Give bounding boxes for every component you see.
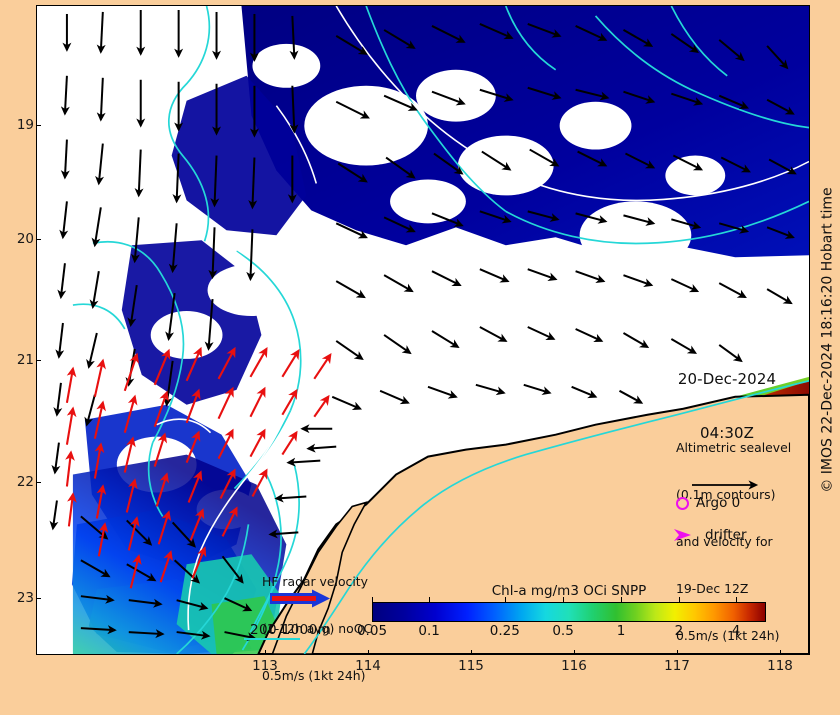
x-tick-label: 117 <box>664 658 690 674</box>
altimetric-legend: Altimetric sealevel (0.1m contours) and … <box>676 409 791 675</box>
y-tick-label: 23 <box>16 590 34 606</box>
x-tick-label: 116 <box>561 658 587 674</box>
colorbar-tick <box>736 597 738 602</box>
argo-circle-icon <box>676 496 689 510</box>
colorbar-title: Chl-a mg/m3 OCi SNPP <box>491 583 647 599</box>
y-tick <box>36 125 41 126</box>
colorbar-tick <box>429 597 431 602</box>
peninsula <box>271 501 368 654</box>
depth-contour-1000m <box>156 6 809 631</box>
argo-legend: Argo 0 <box>676 495 740 511</box>
hf-radar-legend-line-2: (1-12h avg) noQC <box>262 621 373 637</box>
x-tick-label: 118 <box>767 658 793 674</box>
colorbar-tick <box>563 597 565 602</box>
colorbar-tick-label: 0.1 <box>418 623 440 639</box>
hf-radar-legend-line-3: 0.5m/s (1kt 24h) <box>262 668 366 683</box>
colorbar-tick-label: 4 <box>731 623 741 639</box>
altimetric-scale-arrow-icon <box>692 480 759 490</box>
colorbar-gradient <box>372 602 766 622</box>
altimetric-legend-line-2: (0.1m contours) <box>676 487 776 503</box>
hf-radar-legend: HF radar velocity (1-12h avg) noQC 0.5m/… <box>262 543 372 715</box>
colorbar-tick-label: 0.25 <box>489 623 520 639</box>
date-time-block: 20-Dec-2024 04:30Z <box>672 333 782 479</box>
map-time: 04:30Z <box>699 424 755 443</box>
y-tick-label: 22 <box>16 474 34 490</box>
drifter-legend: drifter <box>673 527 747 543</box>
colorbar <box>372 602 766 622</box>
map-graphic <box>37 6 809 654</box>
map-date: 20-Dec-2024 <box>677 369 777 388</box>
map-page: 113 114 115 116 117 118 19 20 21 22 23 2… <box>16 0 840 683</box>
x-tick-label: 115 <box>458 658 484 674</box>
depth-contour-swatch <box>244 638 300 640</box>
colorbar-tick <box>504 597 506 602</box>
map-canvas[interactable] <box>36 5 810 655</box>
colorbar-tick <box>372 597 373 602</box>
y-tick <box>36 482 41 483</box>
drifter-arrow-icon <box>674 529 691 541</box>
hf-radar-scale-arrow-icon <box>270 589 330 608</box>
altimetric-legend-line-3: and velocity for <box>676 534 773 549</box>
y-tick <box>36 239 41 240</box>
y-tick-label: 19 <box>16 117 34 133</box>
colorbar-tick-label: 0.5 <box>552 623 574 639</box>
colorbar-tick-label: 0.05 <box>356 623 388 639</box>
y-tick-label: 20 <box>16 231 34 247</box>
x-tick <box>780 650 781 655</box>
y-tick <box>36 598 41 599</box>
altimetric-legend-line-1: Altimetric sealevel <box>676 440 792 456</box>
colorbar-tick <box>621 597 622 602</box>
y-tick <box>36 360 41 361</box>
altimetric-legend-line-4: 19-Dec 12Z <box>676 580 749 596</box>
colorbar-tick <box>678 597 680 602</box>
credit-text: © IMOS 22-Dec-2024 18:16:20 Hobart time <box>820 187 837 493</box>
credit-block: © IMOS 22-Dec-2024 18:16:20 Hobart time <box>815 0 840 680</box>
x-tick <box>368 650 369 655</box>
hf-radar-velocity-vectors <box>65 346 332 589</box>
x-tick-label: 114 <box>355 658 381 674</box>
depth-contour-label: 200 1000m <box>250 622 332 638</box>
landmass <box>257 393 809 654</box>
x-tick-label: 113 <box>252 658 278 674</box>
drifter-label: drifter <box>705 527 747 543</box>
colorbar-tick-label: 1 <box>616 623 626 639</box>
altimetric-velocity-vectors <box>49 9 797 642</box>
hf-radar-legend-line-1: HF radar velocity <box>262 574 368 590</box>
y-tick-label: 21 <box>16 352 34 368</box>
x-tick <box>471 650 472 655</box>
altimetric-legend-line-5: 0.5m/s (1kt 24h) <box>676 627 780 643</box>
x-tick <box>574 650 575 655</box>
argo-label: Argo 0 <box>696 495 741 511</box>
x-tick <box>265 650 266 655</box>
x-tick <box>677 650 678 655</box>
colorbar-tick-label: 2 <box>674 623 684 639</box>
